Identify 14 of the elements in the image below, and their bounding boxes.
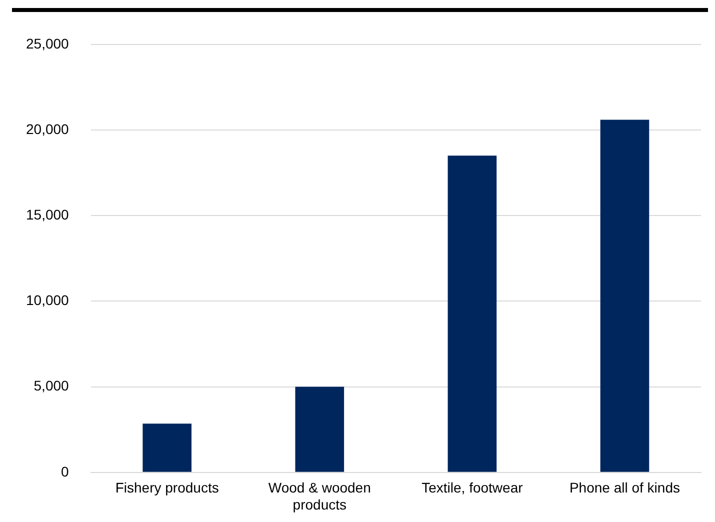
bar — [448, 156, 497, 472]
y-tick-label: 25,000 — [26, 35, 70, 52]
bar — [142, 424, 192, 472]
y-tick-label: 20,000 — [26, 120, 70, 137]
y-tick-label: 0 — [61, 463, 70, 480]
x-tick-label: Textile, footwear — [422, 480, 524, 496]
x-tick-label: Phone all of kinds — [569, 480, 680, 496]
y-tick-label: 15,000 — [26, 206, 70, 222]
y-tick-label: 10,000 — [26, 292, 70, 308]
x-tick-label: Wood & wooden products — [268, 480, 371, 512]
bar — [600, 120, 650, 472]
x-tick-label: Fishery products — [115, 480, 219, 496]
y-tick-label: 5,000 — [34, 378, 70, 394]
bar — [295, 386, 344, 472]
